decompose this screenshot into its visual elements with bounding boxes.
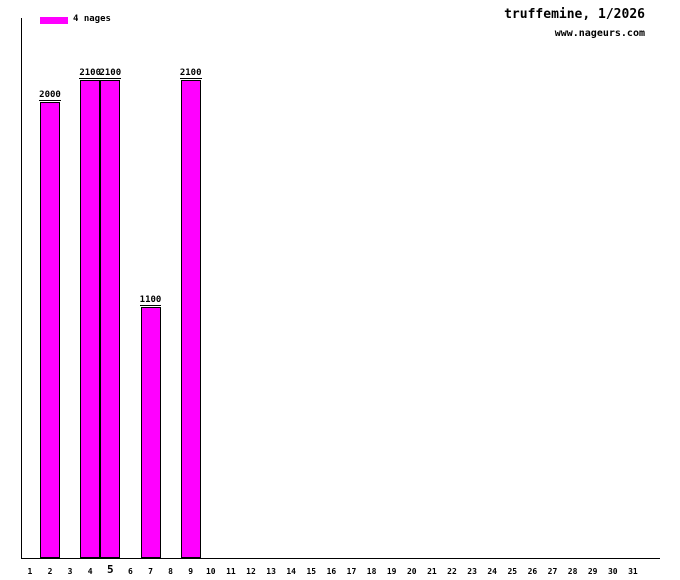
x-tick-3: 3 [67,567,73,576]
x-tick-8: 8 [168,567,173,576]
x-tick-31: 31 [628,567,638,576]
legend-label: 4 nages [73,14,111,24]
y-axis-line [21,18,22,558]
x-tick-27: 27 [547,567,558,576]
x-tick-23: 23 [467,567,477,576]
x-tick-2: 2 [47,567,53,576]
site-url: www.nageurs.com [554,28,645,39]
x-tick-21: 21 [427,567,437,576]
x-axis-line [21,558,660,559]
x-tick-25: 25 [507,567,518,576]
x-tick-26: 26 [527,567,538,576]
x-tick-13: 13 [266,567,276,576]
x-tick-30: 30 [607,567,618,576]
x-tick-4: 4 [87,567,93,576]
x-tick-5: 5 [106,563,114,576]
x-tick-22: 22 [447,567,457,576]
x-tick-19: 19 [386,567,397,576]
bar-day-2 [40,102,60,558]
x-tick-15: 15 [306,567,317,576]
legend-swatch [40,17,68,24]
bar-value-label-day-7: 1100 [139,295,162,306]
bar-day-9 [180,80,201,558]
x-tick-28: 28 [567,567,578,576]
x-tick-29: 29 [587,567,598,576]
x-tick-10: 10 [205,567,216,576]
bar-value-label-day-2: 2000 [39,90,61,101]
x-tick-24: 24 [487,567,497,576]
bar-value-label-day-5: 2100 [99,68,122,79]
x-tick-16: 16 [326,567,337,576]
chart-title: truffemine, 1/2026 [504,7,645,22]
x-tick-20: 20 [406,567,417,576]
x-tick-12: 12 [246,567,256,576]
bar-value-label-day-4: 2100 [79,68,102,79]
bar-value-label-day-9: 2100 [179,68,202,79]
x-tick-18: 18 [366,567,377,576]
x-tick-7: 7 [148,567,153,576]
x-tick-6: 6 [127,567,133,576]
bar-day-5 [100,80,121,558]
x-tick-9: 9 [188,567,194,576]
x-tick-17: 17 [346,567,357,576]
x-tick-1: 1 [27,567,33,576]
bar-day-7 [140,307,161,558]
title-block: truffemine, 1/2026 www.nageurs.com [504,7,645,40]
x-tick-11: 11 [226,567,236,576]
x-tick-14: 14 [286,567,296,576]
bar-day-4 [80,80,101,558]
